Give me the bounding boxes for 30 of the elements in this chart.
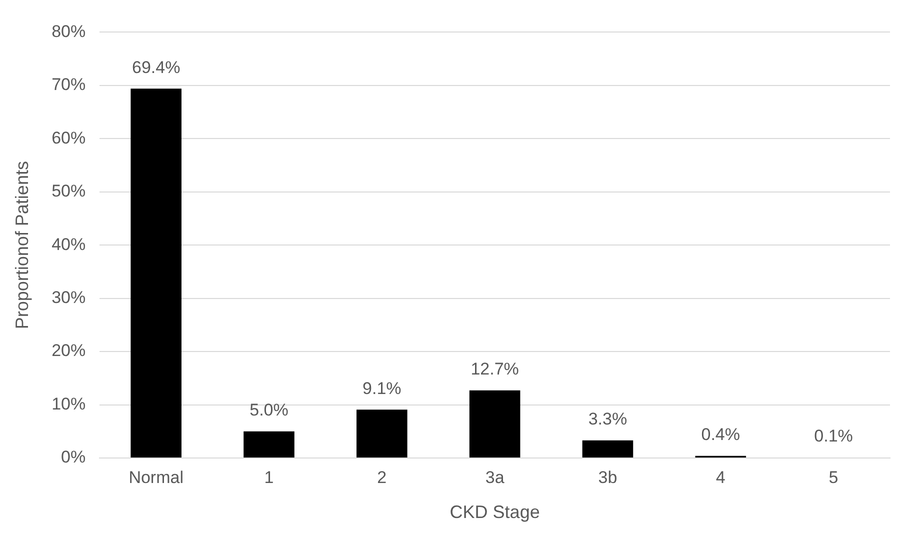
bar: [244, 431, 294, 458]
bar: [469, 390, 520, 458]
data-label: 5.0%: [250, 400, 288, 420]
y-tick-label: 80%: [52, 22, 86, 41]
x-tick-label: 2: [377, 468, 387, 487]
y-axis-title: Proportionof Patients: [12, 161, 32, 330]
data-label: 3.3%: [588, 410, 628, 429]
y-tick-label: 10%: [52, 394, 86, 414]
x-tick-label: 4: [716, 468, 726, 487]
data-label: 12.7%: [470, 360, 519, 379]
x-axis-title: CKD Stage: [450, 502, 540, 522]
x-tick-label: Normal: [128, 468, 184, 487]
x-tick-label: 3b: [598, 468, 618, 487]
y-tick-label: 40%: [52, 234, 86, 254]
data-label: 0.4%: [701, 425, 740, 444]
x-tick-label: 3a: [485, 468, 505, 487]
y-tick-label: 70%: [52, 75, 86, 94]
data-label: 9.1%: [362, 378, 402, 398]
data-label: 0.1%: [814, 426, 853, 446]
y-tick-label: 60%: [52, 128, 86, 148]
x-tick-label: 1: [264, 468, 274, 487]
bar: [130, 88, 182, 458]
y-tick-label: 0%: [61, 448, 86, 467]
bar: [582, 440, 634, 458]
y-tick-label: 30%: [52, 288, 86, 308]
y-tick-label: 20%: [52, 341, 86, 360]
data-label: 69.4%: [132, 58, 180, 77]
bar: [356, 410, 408, 458]
y-tick-label: 50%: [52, 182, 86, 201]
x-tick-label: 5: [828, 468, 838, 487]
